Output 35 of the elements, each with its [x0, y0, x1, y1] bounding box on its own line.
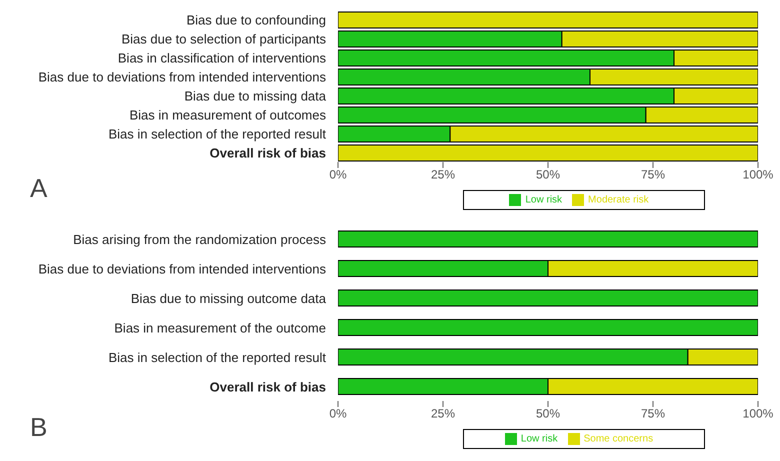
x-tick-label: 75% — [640, 406, 666, 421]
x-tick-label: 25% — [430, 406, 456, 421]
legend-label: Low risk — [525, 194, 562, 206]
y-tick-label: Bias in measurement of the outcome — [114, 320, 326, 336]
x-tick-label: 100% — [742, 406, 774, 421]
y-tick-label: Overall risk of bias — [210, 379, 326, 394]
bar — [338, 319, 758, 336]
text: Moderate risk — [588, 194, 649, 206]
x-tick-label: 50% — [536, 406, 560, 421]
x-tick-label: 25% — [430, 168, 456, 182]
text: A — [30, 173, 48, 204]
y-tick-label: Bias due to deviations from intended interventions — [38, 261, 326, 276]
y-tick-label: Bias due to selection of participants — [121, 32, 326, 46]
y-tick-label: Bias in measurement of outcomes — [129, 108, 326, 122]
x-tick-label: 0% — [329, 406, 347, 421]
x-tick-label: 50% — [536, 168, 560, 182]
y-tick-label: Bias in selection of the reported result — [108, 126, 326, 142]
y-tick-label: Overall risk of bias — [210, 146, 326, 160]
legend-label: Some concerns — [584, 434, 654, 445]
y-tick-label: Bias in selection of the reported result — [108, 350, 326, 365]
bar — [338, 12, 758, 28]
bar — [338, 290, 758, 306]
text: B — [30, 412, 48, 443]
y-tick-label: Bias in classification of interventions — [118, 50, 326, 66]
y-tick-label: Bias due to deviations from intended interventions — [38, 70, 326, 84]
y-tick-label: Bias due to confounding — [186, 12, 326, 28]
bar — [338, 144, 758, 162]
x-tick-label: 75% — [640, 168, 666, 182]
bar — [338, 230, 758, 248]
x-tick-label: 100% — [742, 168, 774, 182]
y-tick-label: Bias due to missing outcome data — [130, 290, 327, 306]
y-tick-label: Bias due to missing data — [184, 88, 327, 104]
y-tick-label: Bias arising from the randomization process — [73, 232, 326, 247]
legend-label: Low risk — [520, 434, 558, 445]
x-tick-label: 0% — [329, 168, 347, 182]
